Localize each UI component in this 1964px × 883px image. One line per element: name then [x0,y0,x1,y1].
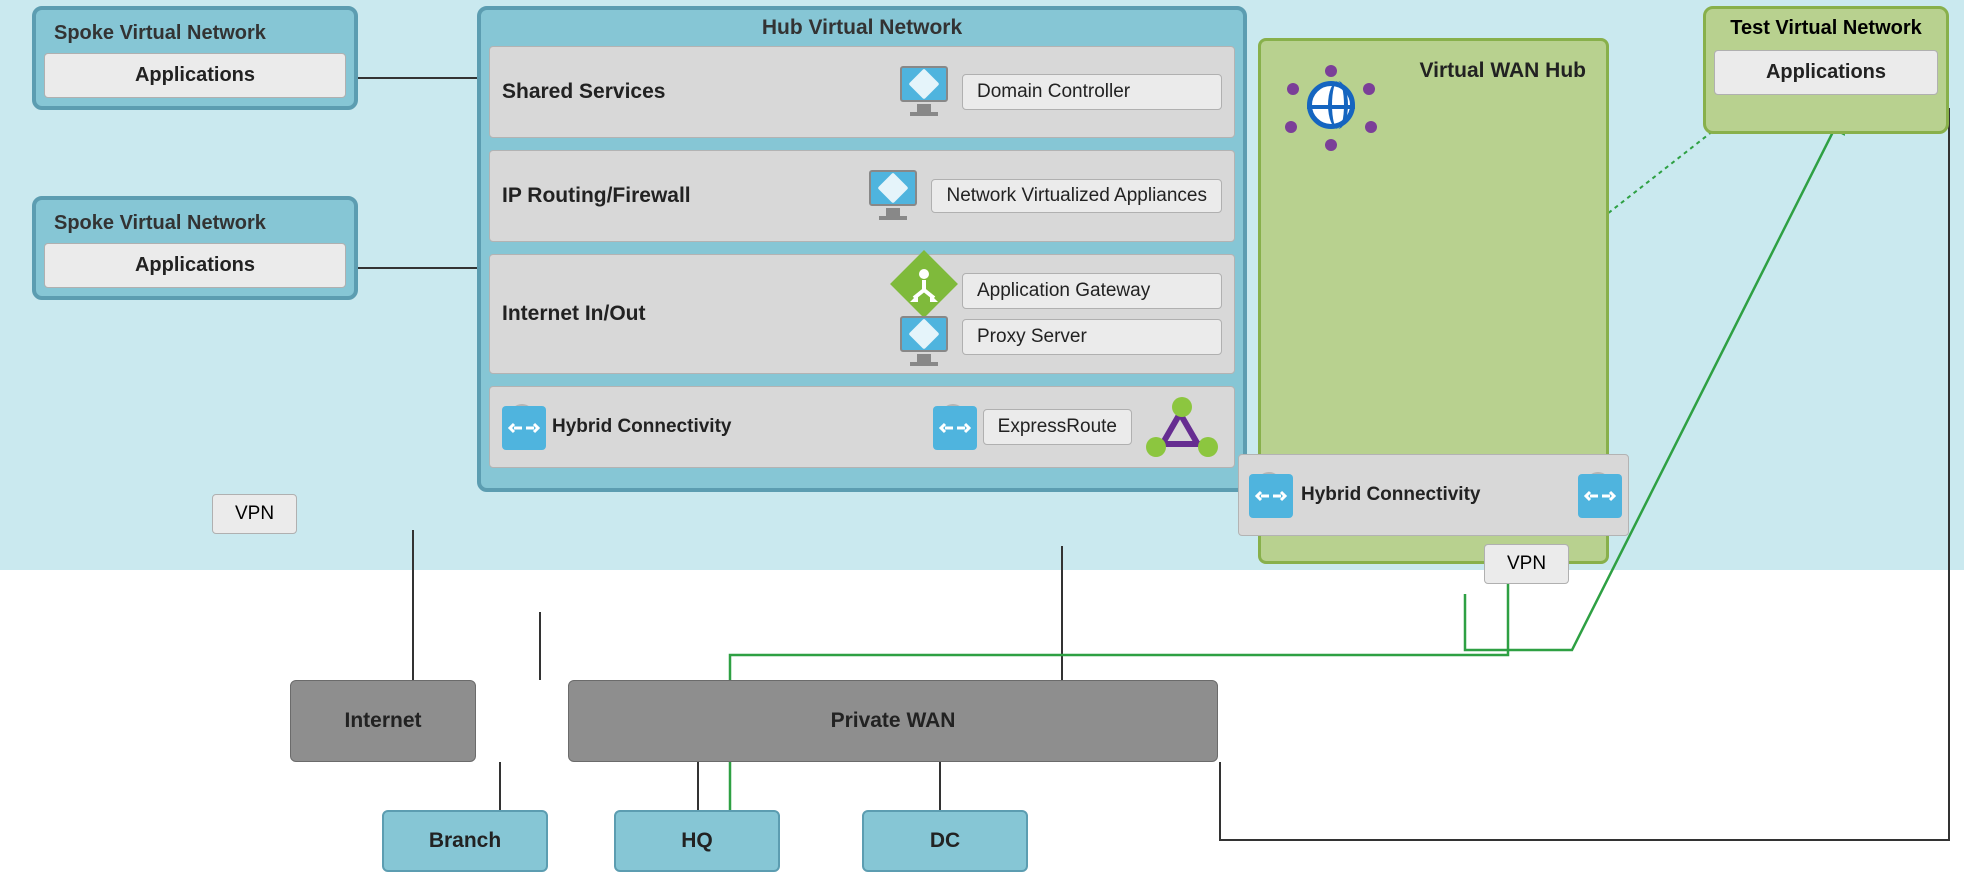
internet-label: Internet In/Out [502,302,772,326]
site-hq: HQ [614,810,780,872]
shared-right: Domain Controller [962,74,1222,110]
lock-icon [933,404,973,450]
routing-label: IP Routing/Firewall [502,184,772,208]
site-branch: Branch [382,810,548,872]
test-title: Test Virtual Network [1714,17,1938,40]
internet-right-top: Application Gateway [962,273,1222,309]
spoke-1-app: Applications [44,53,346,98]
test-app: Applications [1714,50,1938,95]
vm-icon [867,170,919,222]
internet-box: Internet [290,680,476,762]
test-vnet: Test Virtual Network Applications [1703,6,1949,134]
hub-row-internet: Internet In/Out Application Gateway Prox… [489,254,1235,374]
wan-hybrid-label: Hybrid Connectivity [1301,485,1480,506]
vm-icon [898,66,950,118]
spoke-vnet-1: Spoke Virtual Network Applications [32,6,358,110]
private-wan-box: Private WAN [568,680,1218,762]
spoke-2-title: Spoke Virtual Network [44,208,346,243]
hub-row-routing: IP Routing/Firewall Network Virtualized … [489,150,1235,242]
hub-vnet: Hub Virtual Network Shared Services Doma… [477,6,1247,492]
expressroute-icon [1142,397,1222,457]
vm-icon [898,316,950,368]
site-dc: DC [862,810,1028,872]
spoke-vnet-2: Spoke Virtual Network Applications [32,196,358,300]
shared-label: Shared Services [502,80,772,104]
hybrid-right: ExpressRoute [983,409,1132,445]
diagram-canvas: Spoke Virtual Network Applications Spoke… [0,0,1964,883]
wan-hybrid-connectivity: Hybrid Connectivity [1238,454,1629,536]
hub-title: Hub Virtual Network [489,16,1235,40]
spoke-1-title: Spoke Virtual Network [44,18,346,53]
internet-right-bot: Proxy Server [962,319,1222,355]
lock-icon [1249,472,1289,518]
vpn-right-label: VPN [1484,544,1569,584]
routing-right: Network Virtualized Appliances [931,179,1222,214]
globe-icon [1285,59,1375,149]
appgw-icon [890,250,958,318]
wan-hub-title: Virtual WAN Hub [1420,59,1586,83]
hub-row-shared: Shared Services Domain Controller [489,46,1235,138]
spoke-2-app: Applications [44,243,346,288]
hybrid-label: Hybrid Connectivity [552,417,731,438]
hub-row-hybrid: Hybrid Connectivity ExpressRoute [489,386,1235,468]
lock-icon [1578,472,1618,518]
lock-icon [502,404,542,450]
vpn-left-label: VPN [212,494,297,534]
